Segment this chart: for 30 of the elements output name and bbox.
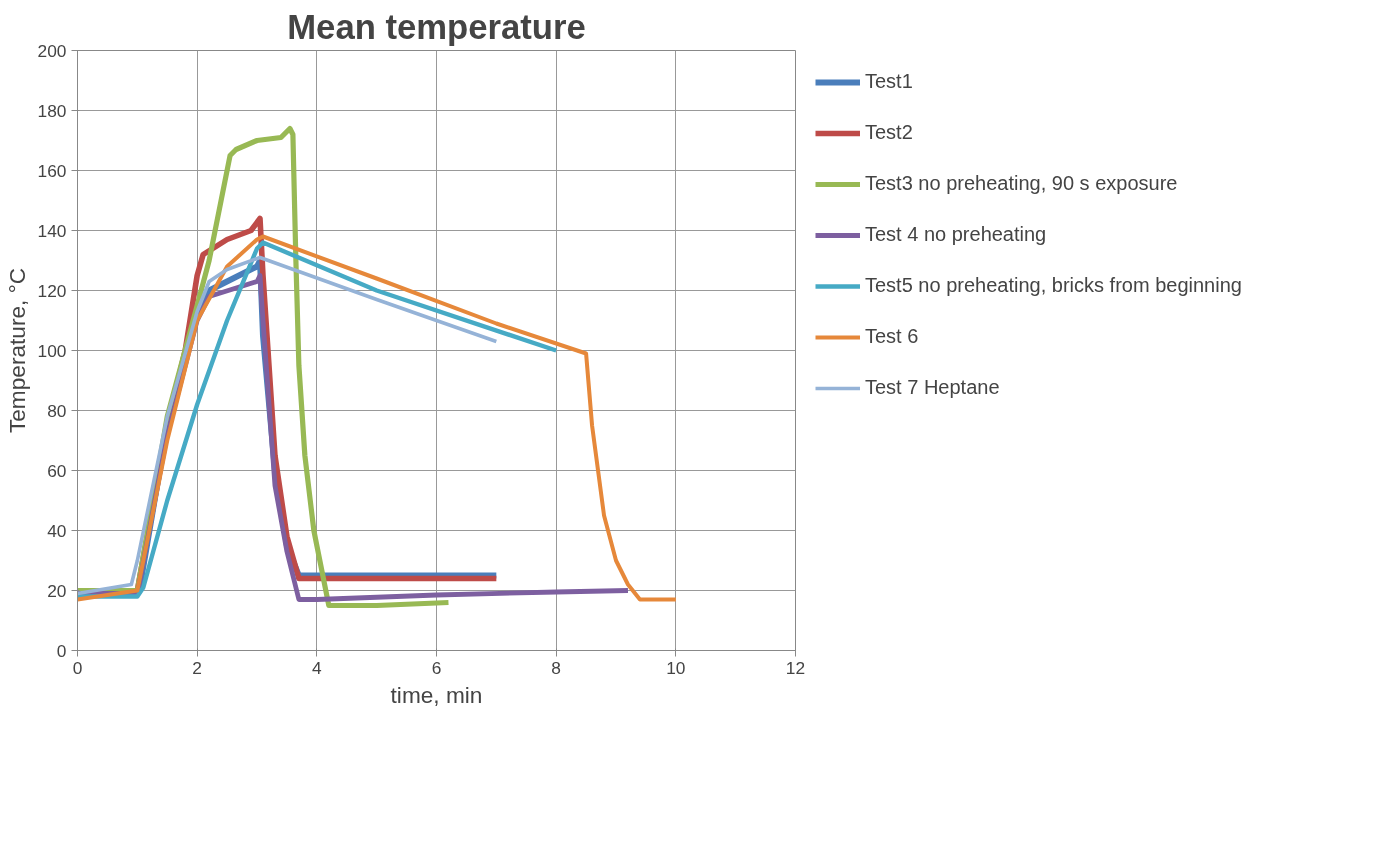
- y-tick-label: 60: [47, 460, 67, 481]
- y-tick-label: 140: [37, 220, 67, 241]
- y-axis-title: Temperature, °C: [3, 267, 30, 434]
- legend-label: Test 4 no preheating: [865, 223, 1047, 246]
- legend-label: Test2: [865, 121, 913, 144]
- y-tick-label: 40: [47, 520, 67, 541]
- y-tick-label: 120: [37, 280, 67, 301]
- x-tick-label: 2: [192, 657, 202, 678]
- chart-title: Mean temperature: [287, 7, 586, 46]
- x-tick-label: 8: [551, 657, 561, 678]
- x-tick-label: 6: [431, 657, 442, 678]
- y-tick-label: 160: [37, 160, 67, 181]
- y-tick-label: 80: [47, 400, 67, 421]
- legend-label: Test3 no preheating, 90 s exposure: [865, 172, 1178, 195]
- x-tick-label: 10: [666, 657, 686, 678]
- legend-label: Test 7 Heptane: [865, 376, 1000, 399]
- x-tick-label: 12: [785, 657, 806, 678]
- x-axis-title: time, min: [390, 681, 483, 708]
- line-series: [77, 240, 559, 599]
- y-tick-label: 100: [37, 340, 67, 361]
- y-tick-label: 180: [37, 100, 67, 121]
- x-tick-label: 4: [312, 657, 323, 678]
- legend-label: Test5 no preheating, bricks from beginning: [865, 274, 1242, 297]
- y-tick-label: 0: [56, 640, 67, 661]
- line-series: [77, 234, 678, 602]
- y-tick-label: 200: [37, 40, 67, 61]
- legend-label: Test1: [865, 70, 913, 93]
- y-tick-label: 20: [47, 580, 67, 601]
- x-tick-label: 0: [72, 657, 83, 678]
- legend-label: Test 6: [865, 325, 919, 348]
